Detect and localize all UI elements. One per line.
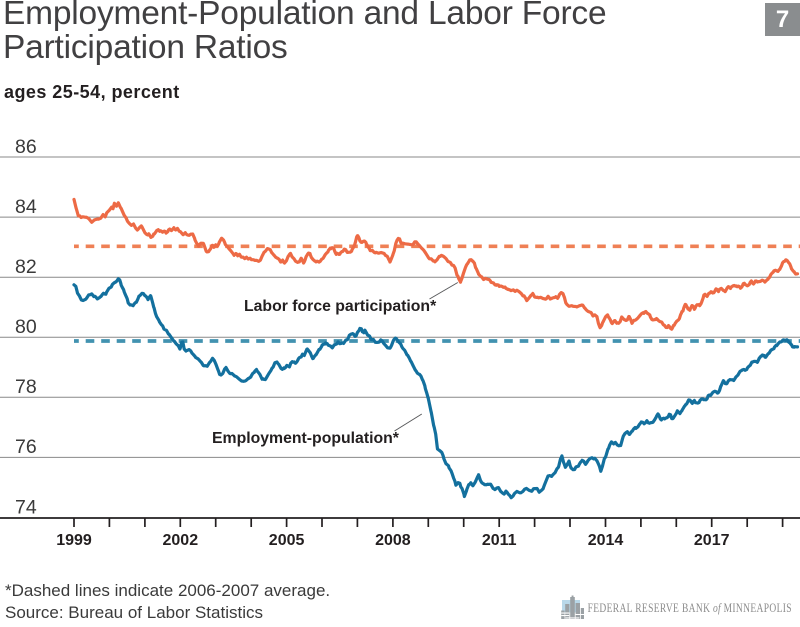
svg-text:Labor force participation*: Labor force participation* [244,298,437,315]
svg-text:2011: 2011 [482,532,517,549]
svg-text:2017: 2017 [694,532,730,549]
svg-text:84: 84 [15,196,37,218]
svg-text:86: 86 [15,136,37,158]
svg-text:2002: 2002 [163,532,199,549]
svg-text:Employment-population*: Employment-population* [212,430,400,447]
svg-text:78: 78 [15,376,37,398]
svg-text:82: 82 [15,256,37,278]
svg-text:1999: 1999 [56,532,92,549]
svg-text:2014: 2014 [588,532,624,549]
svg-text:76: 76 [15,436,37,458]
svg-text:2008: 2008 [375,532,411,549]
svg-text:2005: 2005 [269,532,305,549]
svg-text:74: 74 [15,496,37,518]
svg-text:80: 80 [15,316,37,338]
